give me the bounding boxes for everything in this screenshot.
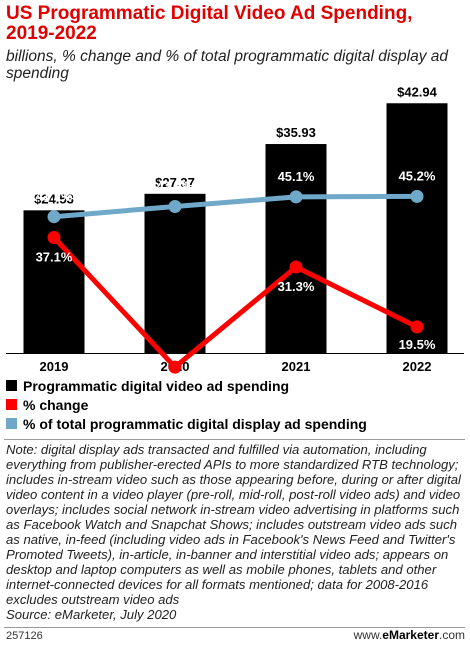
share-value-label: 45.2% — [399, 168, 436, 183]
site-brand: eMarketer — [382, 628, 439, 642]
divider-bottom — [4, 627, 465, 628]
site-suffix: .com — [438, 628, 465, 642]
share-point — [168, 200, 182, 213]
bar-value-label: $27.37 — [155, 175, 195, 190]
change-value-label: 37.1% — [36, 250, 73, 265]
chart-subtitle: billions, % change and % of total progra… — [6, 48, 448, 82]
bar-value-label: $42.94 — [397, 84, 438, 99]
chart-title: US Programmatic Digital Video Ad Spendin… — [6, 3, 413, 44]
x-tick-label: 2019 — [40, 359, 69, 374]
legend: Programmatic digital video ad spending %… — [6, 376, 461, 433]
legend-item-percent-of-total: % of total programmatic digital display … — [6, 414, 461, 433]
legend-swatch-blue — [6, 418, 17, 429]
change-point — [289, 260, 303, 274]
change-point — [47, 231, 61, 244]
change-point — [410, 320, 424, 334]
legend-item-percent-change: % change — [6, 395, 461, 414]
combo-chart: $24.53$27.37$35.93$42.942019202020212022… — [6, 84, 464, 380]
share-point — [289, 190, 303, 204]
change-line — [52, 235, 419, 370]
legend-label: % change — [23, 396, 89, 413]
legend-label: % of total programmatic digital display … — [23, 415, 367, 432]
legend-label: Programmatic digital video ad spending — [23, 377, 290, 394]
change-value-label: 31.3% — [278, 279, 315, 294]
legend-item-video-spending: Programmatic digital video ad spending — [6, 376, 461, 395]
bar-value-label: $24.53 — [34, 191, 74, 206]
share-value-label: 41.2% — [36, 189, 73, 204]
bar-value-label: $35.93 — [276, 125, 316, 140]
bar-2021 — [265, 144, 327, 353]
change-value-label: 19.5% — [399, 337, 436, 352]
legend-swatch-red — [6, 399, 17, 410]
site-prefix: www. — [353, 628, 383, 642]
change-point — [168, 360, 182, 374]
legend-swatch-black — [6, 380, 17, 391]
x-tick-label: 2021 — [282, 359, 311, 374]
source-text: Source: eMarketer, July 2020 — [6, 607, 177, 622]
share-value-label: 45.1% — [278, 169, 315, 184]
note-text: Note: digital display ads transacted and… — [6, 442, 461, 607]
share-point — [47, 210, 61, 224]
chart-id: 257126 — [6, 630, 43, 642]
share-point — [410, 189, 424, 203]
bar-2022 — [386, 103, 448, 354]
site-link[interactable]: www.eMarketer.com — [354, 628, 465, 642]
x-tick-label: 2022 — [403, 359, 432, 374]
share-line — [53, 193, 418, 220]
chart-note: Note: digital display ads transacted and… — [6, 442, 468, 622]
bar-2020 — [144, 193, 206, 353]
share-value-label: 43.2% — [157, 179, 194, 194]
change-value-label: 11.6% — [157, 376, 194, 380]
divider-top — [4, 439, 465, 440]
